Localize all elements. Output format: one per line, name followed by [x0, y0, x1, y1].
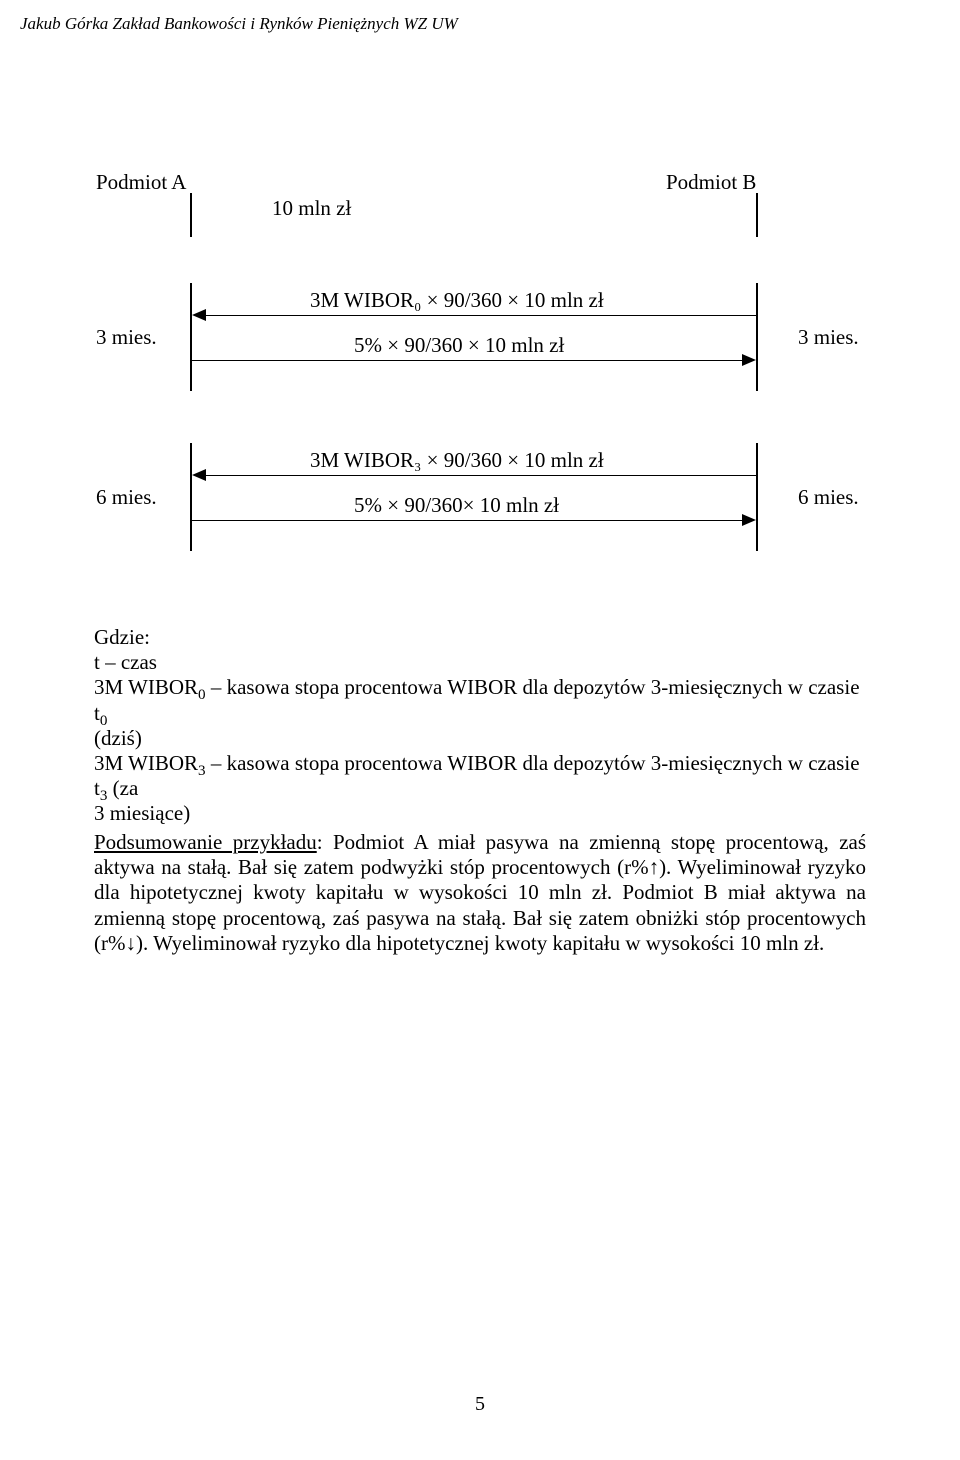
arrow2-bot-head — [742, 514, 756, 526]
arrow2-bot-label: 5% × 90/360× 10 mln zł — [354, 493, 559, 518]
label-amount: 10 mln zł — [272, 196, 351, 221]
gdzie-l4a: 3M WIBOR — [94, 751, 198, 775]
tick-b-0 — [756, 193, 758, 237]
arrow1-top-label: 3M WIBOR₀ × 90/360 × 10 mln zł — [310, 288, 604, 313]
gdzie-l4sub: 3 — [198, 763, 206, 779]
arrow2-top-label: 3M WIBOR₃ × 90/360 × 10 mln zł — [310, 448, 604, 473]
label-podmiot-b: Podmiot B — [666, 170, 756, 195]
arrow2-top-head — [192, 469, 206, 481]
arrow1-top-head — [192, 309, 206, 321]
tick-a-0 — [190, 193, 192, 237]
gdzie-l2sub: 0 — [198, 688, 206, 704]
summary-paragraph: Podsumowanie przykładu: Podmiot A miał p… — [94, 830, 866, 956]
gdzie-title: Gdzie: — [94, 625, 150, 649]
swap-diagram: Podmiot A Podmiot B 10 mln zł 3M WIBOR₀ … — [0, 170, 960, 590]
right-label-3m: 3 mies. — [798, 325, 859, 350]
arrow1-bot-shaft — [192, 360, 742, 362]
tick-a-1 — [190, 283, 192, 391]
tick-a-2 — [190, 443, 192, 551]
label-podmiot-a: Podmiot A — [96, 170, 186, 195]
arrow1-top-shaft — [205, 315, 758, 317]
page-number: 5 — [0, 1393, 960, 1416]
left-label-6m: 6 mies. — [96, 485, 157, 510]
arrow1-bot-label: 5% × 90/360 × 10 mln zł — [354, 333, 564, 358]
arrow2-top-shaft — [205, 475, 758, 477]
tick-b-1 — [756, 283, 758, 391]
tick-b-2 — [756, 443, 758, 551]
gdzie-block: Gdzie: t – czas 3M WIBOR0 – kasowa stopa… — [94, 625, 866, 827]
arrow1-bot-head — [742, 354, 756, 366]
summary-lead: Podsumowanie przykładu — [94, 830, 317, 854]
left-label-3m: 3 mies. — [96, 325, 157, 350]
gdzie-l2a: 3M WIBOR — [94, 675, 198, 699]
gdzie-l2b: – kasowa stopa procentowa WIBOR dla depo… — [94, 675, 860, 724]
gdzie-l3: (dziś) — [94, 726, 142, 750]
gdzie-l4b: – kasowa stopa procentowa WIBOR dla depo… — [94, 751, 860, 800]
gdzie-l1: t – czas — [94, 650, 157, 674]
right-label-6m: 6 mies. — [798, 485, 859, 510]
page-header: Jakub Górka Zakład Bankowości i Rynków P… — [20, 14, 458, 34]
gdzie-l4c: (za — [107, 776, 138, 800]
arrow2-bot-shaft — [192, 520, 742, 522]
gdzie-l5: 3 miesiące) — [94, 801, 190, 825]
page: Jakub Górka Zakład Bankowości i Rynków P… — [0, 0, 960, 1460]
